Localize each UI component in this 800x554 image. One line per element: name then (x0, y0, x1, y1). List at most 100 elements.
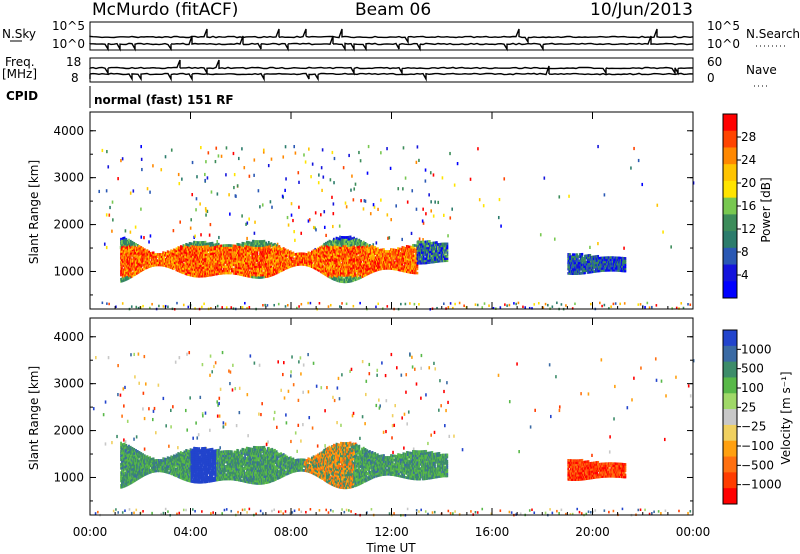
heatmap-cell (359, 255, 362, 258)
heatmap-cell (556, 301, 558, 305)
heatmap-cell (569, 259, 571, 263)
heatmap-cell (374, 246, 377, 249)
heatmap-cell (294, 151, 297, 155)
heatmap-cell (372, 203, 375, 207)
heatmap-cell (208, 257, 210, 260)
heatmap-cell (181, 260, 184, 264)
heatmap-cell (531, 307, 533, 310)
heatmap-cell (117, 177, 119, 181)
freq-frame (89, 57, 694, 83)
heatmap-cell (246, 236, 248, 241)
heatmap-cell (573, 253, 576, 256)
heatmap-cell (275, 271, 278, 275)
heatmap-cell (406, 200, 409, 204)
heatmap-cell (380, 267, 383, 271)
heatmap-cell (206, 176, 209, 180)
heatmap-cell (264, 271, 267, 274)
heatmap-cell (246, 306, 248, 310)
heatmap-cell (424, 179, 427, 183)
heatmap-cell (422, 238, 424, 242)
heatmap-cell (131, 249, 134, 253)
heatmap-cell (253, 231, 256, 235)
heatmap-cell (230, 306, 233, 309)
heatmap-cell (191, 160, 194, 165)
heatmap-cell (371, 253, 374, 257)
heatmap-cell (150, 260, 153, 263)
heatmap-cell (254, 261, 257, 264)
heatmap-cell (329, 269, 332, 273)
heatmap-cell (438, 253, 441, 257)
heatmap-cell (637, 303, 640, 306)
heatmap-cell (416, 271, 419, 275)
heatmap-cell (135, 255, 137, 259)
heatmap-cell (187, 305, 190, 309)
heatmap-cell (260, 269, 263, 273)
heatmap-cell (101, 148, 104, 153)
heatmap-cell (130, 258, 133, 261)
heatmap-cell (321, 148, 324, 152)
heatmap-cell (517, 301, 520, 305)
heatmap-cell (284, 188, 286, 192)
heatmap-cell (456, 162, 459, 166)
heatmap-cell (391, 256, 394, 260)
heatmap-cell (574, 302, 576, 306)
heatmap-cell (281, 256, 284, 259)
cpid-text: normal (fast) 151 RF (94, 93, 234, 107)
heatmap-cell (138, 245, 141, 248)
heatmap-cell (148, 261, 151, 264)
heatmap-cell (403, 246, 406, 250)
heatmap-cell (463, 304, 465, 308)
heatmap-cell (539, 233, 542, 237)
heatmap-cell (123, 261, 126, 265)
heatmap-cell (354, 240, 357, 243)
heatmap-cell (424, 168, 427, 172)
heatmap-cell (422, 207, 424, 211)
heatmap-cell (241, 214, 243, 218)
heatmap-cell (318, 267, 320, 270)
heatmap-cell (259, 246, 261, 250)
nsky-tick-bottom: 10^0 (52, 37, 85, 51)
heatmap-cell (190, 218, 193, 222)
heatmap-cell (488, 304, 490, 307)
heatmap-cell (387, 256, 390, 260)
heatmap-cell (357, 245, 360, 249)
heatmap-cell (439, 245, 442, 248)
heatmap-cell (150, 264, 152, 268)
heatmap-cell (204, 207, 207, 211)
heatmap-cell (109, 205, 111, 210)
heatmap-cell (278, 255, 281, 259)
heatmap-cell (140, 262, 143, 266)
heatmap-cell (151, 302, 153, 306)
heatmap-cell (233, 246, 236, 250)
heatmap-cell (570, 268, 572, 271)
heatmap-cell (186, 268, 188, 272)
heatmap-cell (192, 270, 195, 273)
heatmap-cell (574, 261, 577, 265)
heatmap-cell (281, 194, 284, 198)
heatmap-cell (201, 257, 204, 261)
heatmap-cell (178, 252, 180, 256)
heatmap-cell (111, 200, 114, 204)
heatmap-cell (308, 218, 311, 222)
heatmap-cell (412, 250, 415, 254)
heatmap-cell (432, 214, 435, 218)
heatmap-cell (397, 247, 399, 250)
heatmap-cell (394, 255, 397, 258)
heatmap-cell (314, 211, 317, 215)
heatmap-cell (205, 209, 207, 213)
heatmap-cell (428, 261, 431, 264)
heatmap-cell (296, 306, 298, 310)
freq-panel: Freq. [MHz] 18 8 60 0 Nave (2, 55, 777, 87)
heatmap-cell (317, 181, 320, 185)
heatmap-cell (320, 213, 322, 217)
heatmap-cell (416, 267, 419, 271)
heatmap-cell (614, 302, 617, 305)
heatmap-cell (431, 250, 434, 253)
heatmap-cell (452, 306, 454, 310)
heatmap-cell (128, 242, 130, 246)
heatmap-cell (443, 302, 445, 305)
heatmap-cell (568, 265, 571, 269)
heatmap-cell (386, 147, 388, 151)
heatmap-cell (166, 260, 169, 264)
heatmap-cell (268, 253, 271, 256)
